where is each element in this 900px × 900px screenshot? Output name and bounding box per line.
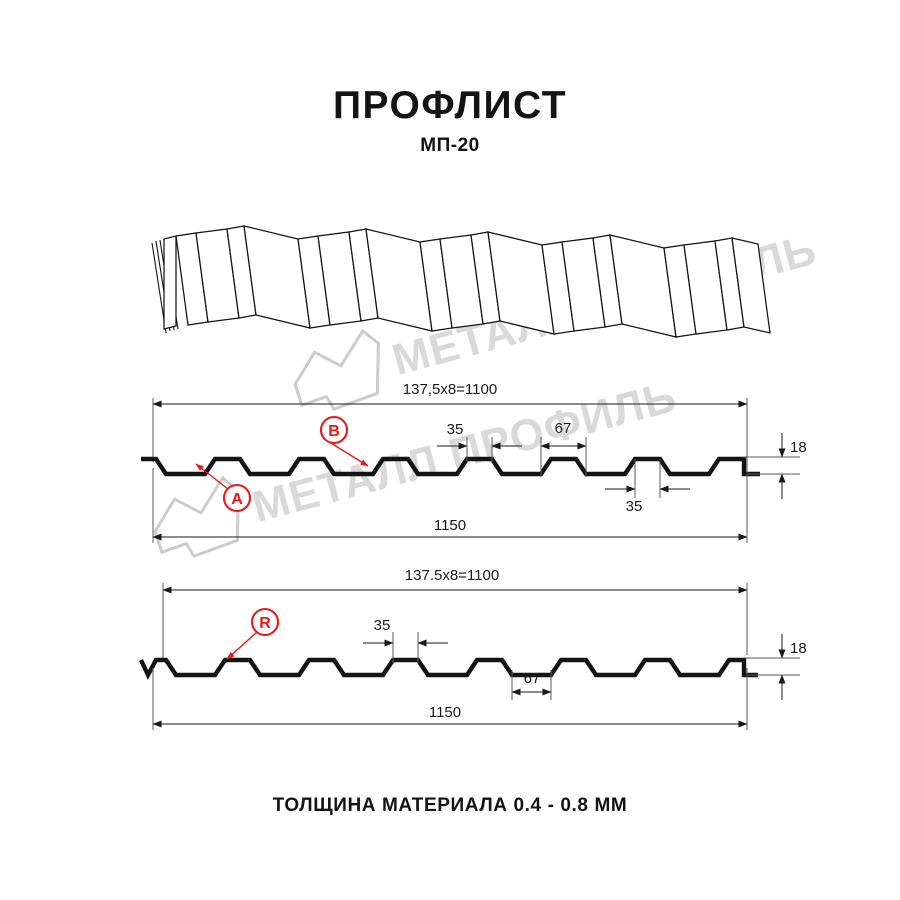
dimension-rib-top-35-2	[363, 632, 448, 663]
callout-label-a: A	[231, 491, 243, 508]
dim-label-top-overall-2: 137.5x8=1100	[405, 567, 499, 584]
dim-label-rib-bottom-35: 35	[626, 498, 643, 515]
callout-label-r: R	[259, 615, 271, 632]
dimension-bottom-overall	[152, 468, 748, 543]
dimension-top-overall	[152, 398, 748, 468]
dim-label-height-18: 18	[790, 439, 807, 456]
dim-label-bottom-overall: 1150	[434, 517, 466, 534]
section-top: 137,5x8=1100 35 67	[141, 381, 807, 543]
dimension-valley-67	[540, 437, 587, 477]
dimension-bottom-overall-2	[152, 668, 748, 730]
dim-label-valley-67: 67	[555, 420, 572, 437]
dim-label-rib-top-35: 35	[447, 421, 464, 438]
dimension-top-overall-2	[162, 583, 748, 660]
material-thickness-note: ТОЛЩИНА МАТЕРИАЛА 0.4 - 0.8 ММ	[272, 795, 628, 816]
callout-marker-b[interactable]: B	[319, 415, 369, 467]
dimension-height-18-2	[744, 634, 800, 700]
dimension-height-18	[744, 433, 800, 499]
product-code: МП-20	[420, 135, 480, 156]
dim-label-rib-top-35-2: 35	[374, 617, 391, 634]
callout-marker-a[interactable]: A	[195, 463, 252, 513]
dimension-valley-67-2	[511, 670, 552, 700]
callout-marker-r[interactable]: R	[226, 607, 280, 660]
dim-label-top-overall: 137,5x8=1100	[403, 381, 497, 398]
section-bottom: 137.5x8=1100 35 67	[139, 567, 807, 730]
callout-label-b: B	[328, 423, 340, 440]
dim-label-height-18-2: 18	[790, 640, 807, 657]
profile-polyline-bottom	[139, 657, 758, 680]
dim-label-valley-67-2: 67	[524, 670, 541, 687]
metall-profil-logo	[153, 475, 240, 558]
dim-label-bottom-overall-2: 1150	[429, 704, 461, 721]
dimension-rib-top-35	[437, 437, 522, 462]
dimension-rib-bottom-35	[605, 459, 690, 498]
page-title: ПРОФЛИСТ	[332, 84, 568, 127]
profile-polyline-top	[141, 456, 760, 477]
isometric-view	[151, 225, 771, 338]
